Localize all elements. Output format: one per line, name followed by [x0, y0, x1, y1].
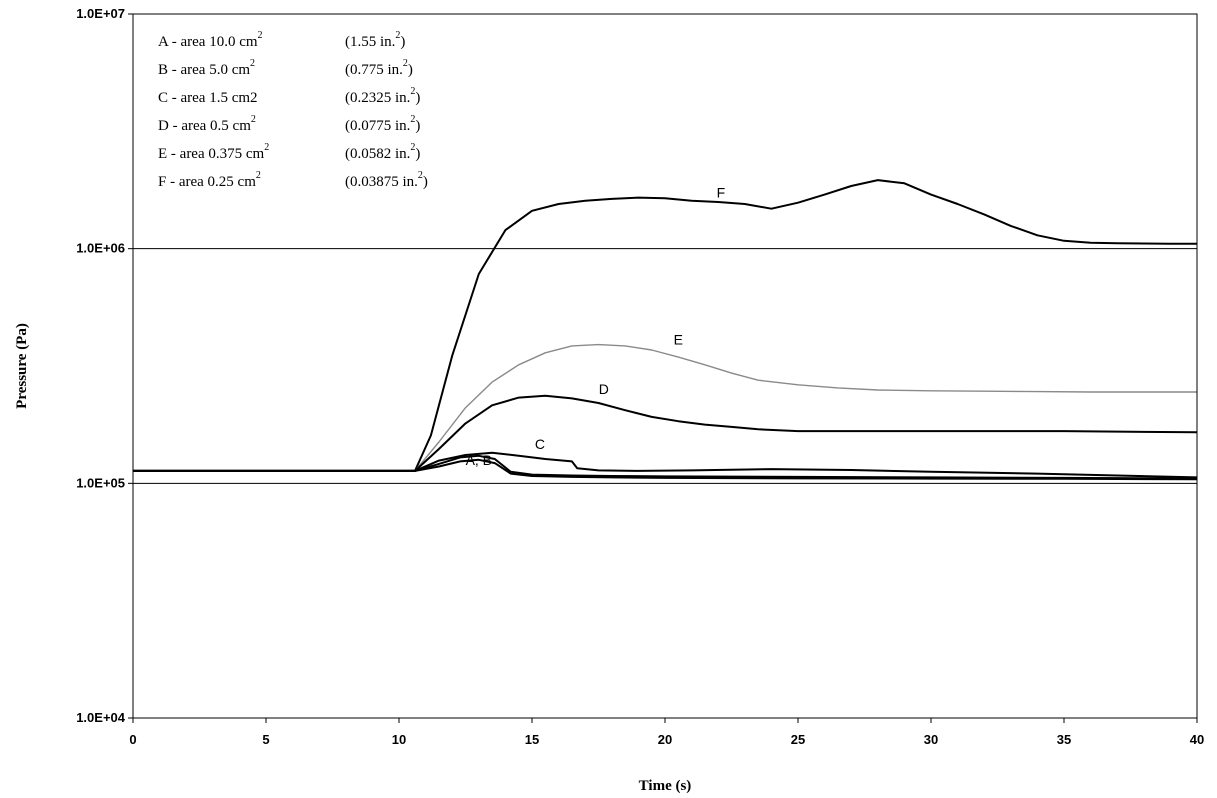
legend-imperial-text: (0.0775 in. — [345, 118, 410, 134]
legend-entry-e-metric: E - area 0.375 cm2 — [158, 142, 269, 162]
legend-close-paren: ) — [408, 62, 413, 78]
legend-metric-text: E - area 0.375 cm — [158, 146, 265, 162]
legend-close-paren: ) — [423, 174, 428, 190]
legend-imperial-text: (0.0582 in. — [345, 146, 410, 162]
legend-superscript: 2 — [395, 30, 400, 41]
legend-superscript: 2 — [410, 142, 415, 153]
series-line-c — [133, 451, 1198, 479]
legend-close-paren: ) — [415, 118, 420, 134]
legend-entry-f-imperial: (0.03875 in.2) — [345, 170, 428, 190]
legend-entry-e-imperial: (0.0582 in.2) — [345, 142, 420, 162]
legend-entry-f-metric: F - area 0.25 cm2 — [158, 170, 261, 190]
legend-entry-b-metric: B - area 5.0 cm2 — [158, 58, 255, 78]
legend-imperial-text: (0.775 in. — [345, 62, 403, 78]
legend-imperial-text: (0.2325 in. — [345, 90, 410, 106]
legend-close-paren: ) — [415, 90, 420, 106]
y-axis-title: Pressure (Pa) — [14, 323, 30, 409]
series-line-b — [133, 454, 1198, 480]
legend-superscript: 2 — [264, 142, 269, 153]
series-line-f — [133, 179, 1197, 472]
legend-superscript: 2 — [250, 58, 255, 69]
series-lines — [133, 179, 1198, 481]
curve-label: C — [535, 436, 545, 452]
y-axis-ticks: 1.0E+04 1.0E+05 1.0E+06 1.0E+07 — [76, 6, 133, 725]
series-line-a — [133, 458, 1198, 481]
x-axis-title: Time (s) — [639, 778, 692, 794]
x-tick-label: 30 — [924, 732, 938, 747]
legend-entry-b-imperial: (0.775 in.2) — [345, 58, 413, 78]
x-tick-label: 0 — [129, 732, 136, 747]
curve-label: A, B — [466, 452, 492, 468]
legend-metric-text: F - area 0.25 cm — [158, 174, 256, 190]
curve-label: D — [599, 381, 609, 397]
legend-close-paren: ) — [400, 34, 405, 50]
legend-metric-text: B - area 5.0 cm — [158, 62, 250, 78]
y-tick-label: 1.0E+06 — [76, 241, 125, 256]
x-tick-label: 5 — [262, 732, 269, 747]
legend-superscript: 2 — [410, 86, 415, 97]
x-tick-label: 35 — [1057, 732, 1071, 747]
x-tick-label: 20 — [658, 732, 672, 747]
y-tick-label: 1.0E+04 — [76, 710, 126, 725]
legend-superscript: 2 — [403, 58, 408, 69]
x-tick-label: 25 — [791, 732, 805, 747]
legend-superscript: 2 — [256, 170, 261, 181]
legend-entry-a-imperial: (1.55 in.2) — [345, 30, 405, 50]
x-tick-label: 15 — [525, 732, 539, 747]
legend-imperial-text: (0.03875 in. — [345, 174, 418, 190]
legend-entry-d-metric: D - area 0.5 cm2 — [158, 114, 256, 134]
legend-close-paren: ) — [415, 146, 420, 162]
curve-label: F — [717, 185, 726, 201]
x-axis-ticks: 0 5 10 15 20 25 30 35 40 — [129, 718, 1204, 747]
x-tick-label: 10 — [392, 732, 406, 747]
legend-superscript: 2 — [251, 114, 256, 125]
legend-superscript: 2 — [258, 30, 263, 41]
legend-metric-text: D - area 0.5 cm — [158, 118, 251, 134]
reference-lines — [133, 248, 1197, 484]
legend-superscript: 2 — [410, 114, 415, 125]
series-line-d — [133, 394, 1198, 472]
legend-metric-text: C - area 1.5 cm2 — [158, 90, 258, 106]
x-tick-label: 40 — [1190, 732, 1204, 747]
curve-labels: F E D C A, B — [466, 185, 726, 468]
legend: A - area 10.0 cm2 (1.55 in.2)B - area 5.0… — [158, 30, 428, 190]
y-tick-label: 1.0E+07 — [76, 6, 125, 21]
legend-imperial-text: (1.55 in. — [345, 34, 395, 50]
curve-label: E — [674, 332, 683, 348]
series-line-e — [133, 343, 1197, 472]
legend-entry-c-metric: C - area 1.5 cm2 — [158, 90, 258, 106]
legend-entry-c-imperial: (0.2325 in.2) — [345, 86, 420, 106]
legend-superscript: 2 — [418, 170, 423, 181]
plot-frame — [132, 13, 1198, 719]
legend-metric-text: A - area 10.0 cm — [158, 34, 258, 50]
legend-entry-d-imperial: (0.0775 in.2) — [345, 114, 420, 134]
y-tick-label: 1.0E+05 — [76, 475, 125, 490]
legend-entry-a-metric: A - area 10.0 cm2 — [158, 30, 263, 50]
